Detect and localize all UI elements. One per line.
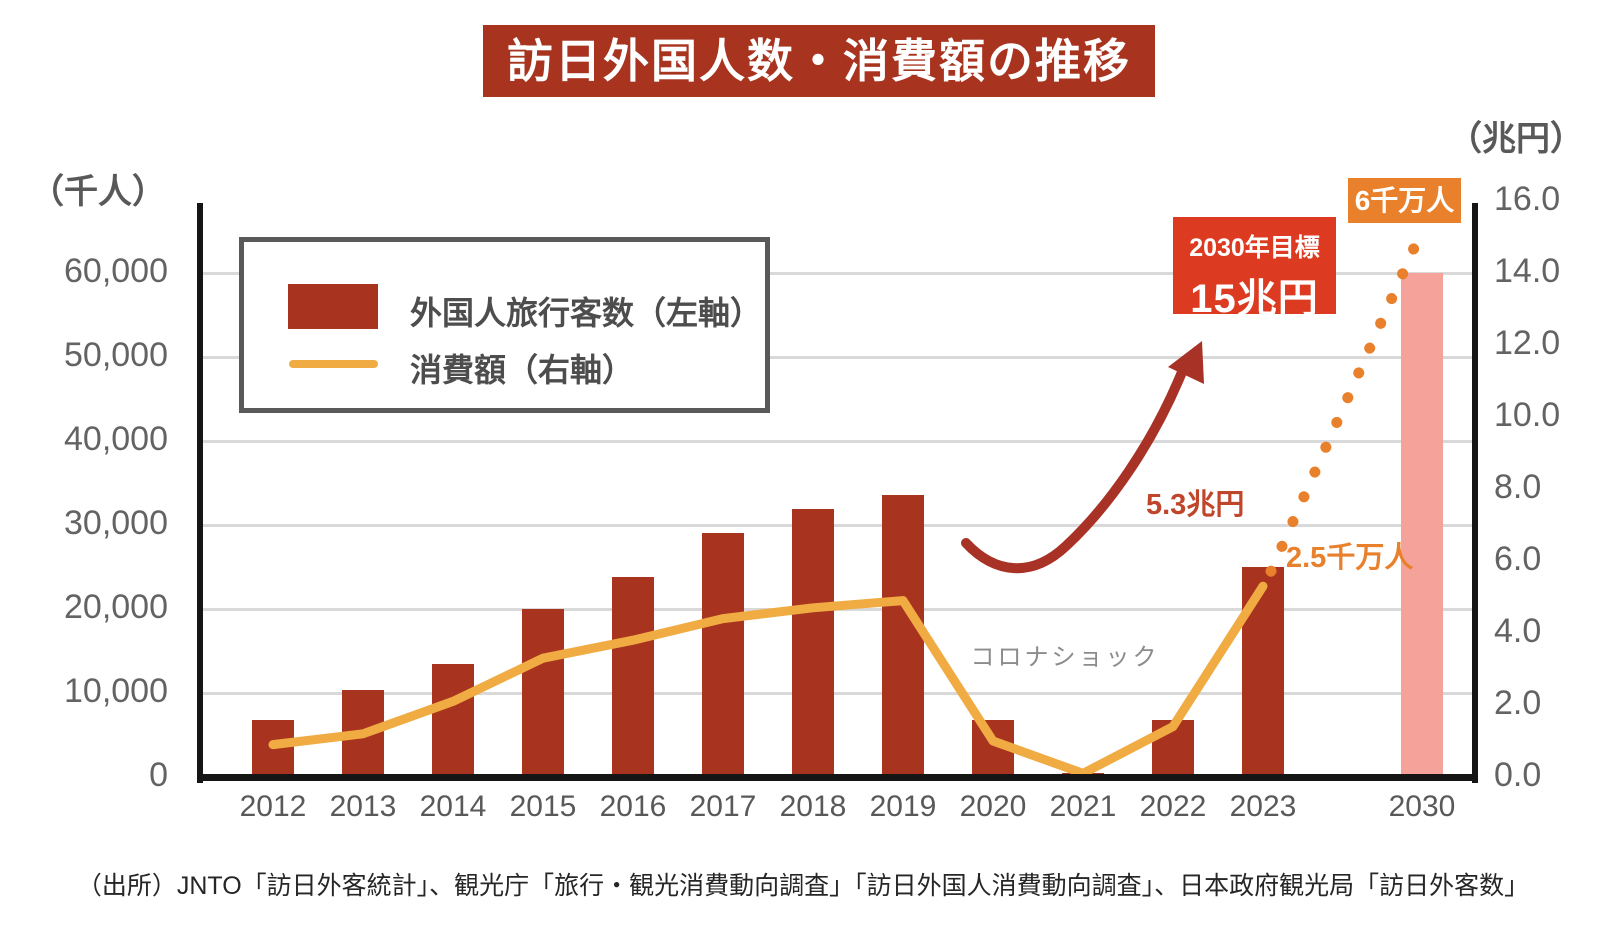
left-tick-50,000: 50,000 (64, 336, 168, 374)
right-y-axis-line (1472, 203, 1478, 783)
chart-title: 訪日外国人数・消費額の推移 (507, 35, 1131, 87)
legend-bar-swatch (288, 284, 378, 329)
visitors-2030-badge: 6千万人 (1348, 178, 1461, 223)
left-tick-0: 0 (149, 756, 168, 794)
left-y-axis-line (197, 203, 203, 783)
right-tick-4.0: 4.0 (1494, 612, 1542, 650)
covid-shock-annotation: コロナショック (970, 644, 1160, 671)
bar-2014 (432, 664, 474, 777)
left-tick-60,000: 60,000 (64, 252, 168, 290)
x-tick-2018: 2018 (779, 790, 847, 823)
legend-bar-label: 外国人旅行客数（左軸） (410, 295, 763, 331)
x-tick-2030: 2030 (1388, 790, 1456, 823)
right-axis-unit-label: （兆円） (1448, 120, 1584, 158)
bar-2012 (252, 719, 294, 777)
x-tick-2023: 2023 (1229, 790, 1297, 823)
bar-2013 (342, 690, 384, 777)
bar-2023 (1242, 567, 1284, 777)
bar-2018 (792, 509, 834, 777)
bar-2016 (612, 577, 654, 777)
x-tick-2013: 2013 (329, 790, 397, 823)
visitors-2023-annotation: 2.5千万人 (1286, 542, 1414, 574)
x-axis-line (197, 774, 1478, 781)
consumption-2023-annotation: 5.3兆円 (1146, 489, 1245, 521)
left-tick-40,000: 40,000 (64, 420, 168, 458)
left-axis-unit-label: （千人） (30, 173, 166, 211)
growth-arrow-head (1168, 341, 1204, 384)
x-tick-2021: 2021 (1049, 790, 1117, 823)
left-tick-10,000: 10,000 (64, 672, 168, 710)
bar-2022 (1152, 719, 1194, 777)
left-tick-30,000: 30,000 (64, 504, 168, 542)
legend: 外国人旅行客数（左軸） 消費額（右軸） (239, 237, 770, 413)
x-tick-2012: 2012 (239, 790, 307, 823)
gridline-50000 (200, 355, 1474, 359)
growth-arrow-curve (961, 367, 1187, 574)
right-tick-2.0: 2.0 (1494, 684, 1542, 722)
right-tick-0.0: 0.0 (1494, 756, 1542, 794)
target-2030-value: 15兆円 (1190, 277, 1319, 321)
right-tick-8.0: 8.0 (1494, 468, 1542, 506)
x-tick-2015: 2015 (509, 790, 577, 823)
gridline-30000 (200, 523, 1474, 527)
x-tick-2016: 2016 (599, 790, 667, 823)
right-tick-16.0: 16.0 (1494, 180, 1561, 218)
x-tick-2019: 2019 (869, 790, 937, 823)
chart-title-banner: 訪日外国人数・消費額の推移 (483, 25, 1155, 97)
right-tick-14.0: 14.0 (1494, 252, 1561, 290)
x-tick-2014: 2014 (419, 790, 487, 823)
bar-2019 (882, 494, 924, 777)
right-tick-6.0: 6.0 (1494, 540, 1542, 578)
bar-2015 (522, 609, 564, 777)
consumption-line-series (268, 581, 1268, 778)
gridline-60000 (200, 271, 1474, 275)
source-citation: （出所）JNTO「訪日外客統計」、観光庁「旅行・観光消費動向調査」「訪日外国人消… (76, 872, 1530, 900)
right-tick-12.0: 12.0 (1494, 324, 1561, 362)
bar-2017 (702, 533, 744, 777)
x-tick-2017: 2017 (689, 790, 757, 823)
x-tick-2020: 2020 (959, 790, 1027, 823)
right-tick-10.0: 10.0 (1494, 396, 1561, 434)
x-tick-2022: 2022 (1139, 790, 1207, 823)
target-2030-badge: 2030年目標 15兆円 (1173, 217, 1336, 321)
target-2030-title: 2030年目標 (1189, 234, 1320, 262)
gridline-40000 (200, 439, 1474, 443)
left-tick-20,000: 20,000 (64, 588, 168, 626)
bar-2020 (972, 719, 1014, 777)
legend-line-label: 消費額（右軸） (410, 352, 635, 388)
legend-line-swatch (289, 360, 378, 368)
bar-2030 (1401, 273, 1443, 777)
